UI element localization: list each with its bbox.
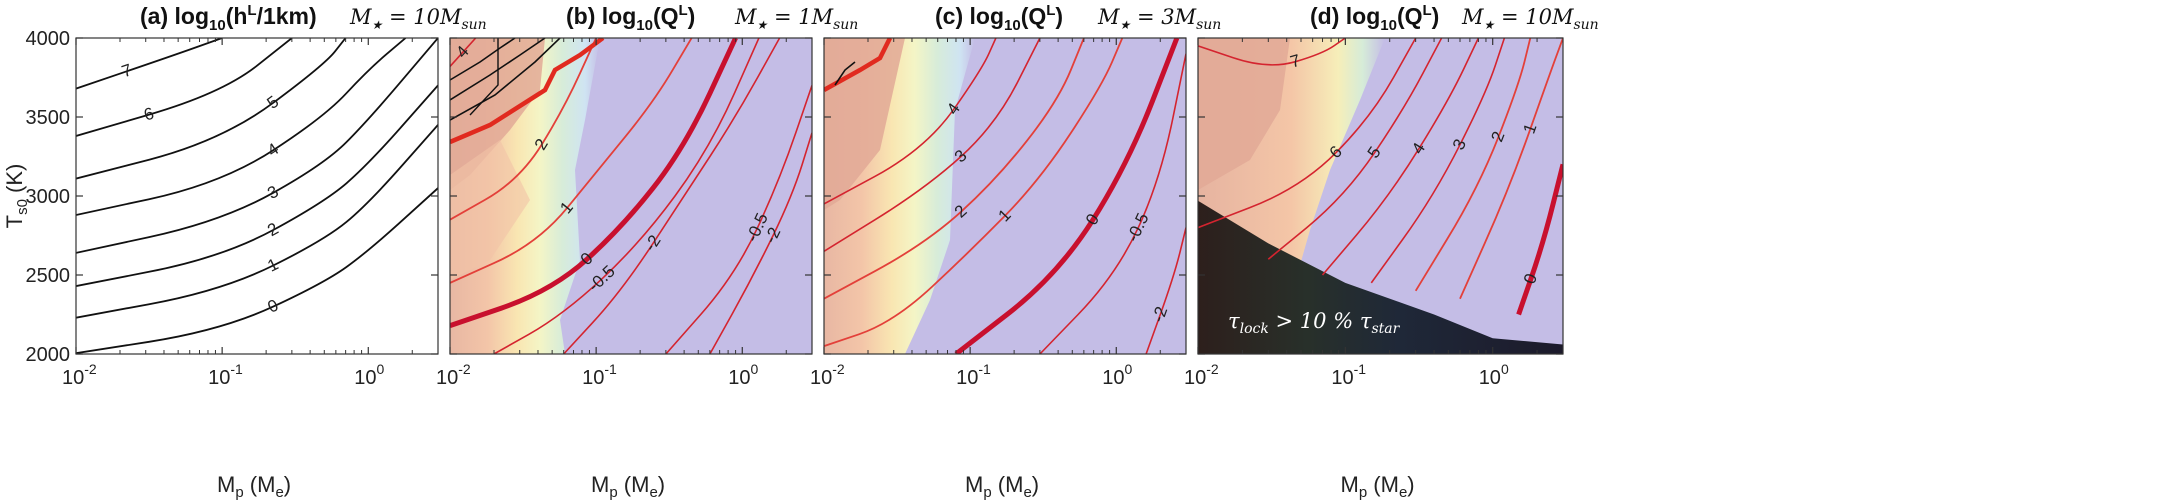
panel-b-black-contour-3 (450, 38, 561, 121)
panel-c-thick-red-boundary (824, 38, 893, 92)
panel-c-background (824, 38, 1186, 354)
contour-line-0 (954, 38, 1180, 354)
panel-b-black-contour-2 (450, 38, 546, 101)
panel-c-title: (c) log10(QL) (935, 2, 1063, 34)
panel-c-black-contour (834, 61, 856, 86)
panel-c-black-contours (824, 38, 893, 92)
contour-line-1 (1459, 38, 1563, 300)
x-axis-label: Mp (Me) (591, 472, 665, 500)
panel-b-thick-red-boundary (450, 38, 605, 145)
contour-line-0 (1516, 163, 1563, 316)
panel-d-background (1198, 38, 1563, 354)
x-tick-label: 10-1 (956, 361, 991, 389)
panel-b-title: (b) log10(QL) (566, 2, 695, 34)
y-axis-label: Ts0 (K) (2, 164, 31, 229)
x-tick-label: 10-2 (436, 361, 471, 389)
contour-line-7 (76, 38, 223, 90)
contour-line--2 (709, 132, 812, 354)
x-tick-label: 100 (1102, 361, 1132, 389)
panel-a-mass-note: M★ = 10Msun (349, 5, 487, 33)
contour-line-4 (1321, 38, 1480, 276)
contour-line-1 (824, 38, 1124, 347)
contour-line-6 (76, 38, 293, 137)
x-tick-label: 10-1 (208, 361, 243, 389)
y-tick-label: 3000 (26, 186, 71, 208)
contour-line-3 (1370, 38, 1506, 284)
x-tick-label: 10-1 (582, 361, 617, 389)
y-tick-label: 2500 (26, 265, 71, 287)
contour-line-5 (76, 38, 347, 180)
x-tick-label: 10-2 (810, 361, 845, 389)
panel-b-mass-note: M★ = 1Msun (734, 5, 858, 33)
panel-a-background (76, 38, 438, 354)
panel-d-annotation: τlock > 10 % τstar (1228, 309, 1401, 337)
x-axis-label: Mp (Me) (217, 472, 291, 500)
contour-line-3 (76, 38, 438, 254)
y-tick-label: 4000 (26, 28, 71, 50)
contour-line-1 (450, 38, 693, 284)
panel-b-salmon-region (450, 38, 545, 190)
panel-d-salmon-region (1198, 38, 1290, 190)
axis-ticks: 10-2 10-1 100 2000 2500 3000 3500 4000 10-2 10-1 1… (26, 28, 1564, 389)
contour-line--2 (1145, 227, 1186, 354)
contour-line-2 (76, 84, 438, 287)
contour-line-1 (76, 124, 438, 319)
contour-line-2 (450, 38, 597, 221)
panel-b-black-contour-4 (469, 38, 499, 116)
panel-b-background (450, 38, 812, 354)
x-tick-label: 100 (728, 361, 758, 389)
panel-d-mass-note: M★ = 10Msun (1461, 5, 1599, 33)
contour-label: -2 (1148, 304, 1171, 325)
y-tick-label: 2000 (26, 344, 71, 366)
x-axis-label: Mp (Me) (1341, 472, 1415, 500)
contour-line--0.5 (1039, 53, 1186, 354)
contour-line-4 (824, 38, 997, 205)
x-tick-label: 10-1 (1331, 361, 1366, 389)
contour-line--0.5 (665, 85, 812, 354)
contour-line-4 (76, 38, 407, 216)
contour-line-5 (1267, 38, 1443, 260)
contour-line-0 (450, 38, 738, 328)
contour-line-7 (1198, 38, 1346, 66)
contour-line-6 (1198, 38, 1417, 229)
x-axis-label: Mp (Me) (965, 472, 1039, 500)
panel-d-title: (d) log10(QL) (1310, 2, 1439, 34)
contour-line--2 (563, 38, 781, 354)
panel-a-title: (a) log10(hL/1km) (140, 2, 317, 34)
contour-line-3 (824, 38, 1041, 252)
contour-line-0 (76, 187, 438, 354)
panel-c-mass-note: M★ = 3Msun (1097, 5, 1221, 33)
x-tick-label: 10-2 (1184, 361, 1219, 389)
contour-line--0.5 (493, 38, 760, 354)
panel-b-black-contours (450, 38, 605, 145)
panel-b-black-contour-1 (450, 38, 516, 81)
panel-d-dark-region (1198, 200, 1563, 354)
x-tick-label: 10-2 (62, 361, 97, 389)
panel-b-peach-region (450, 140, 530, 280)
contour-label: -2 (761, 224, 785, 246)
x-tick-label: 100 (1479, 361, 1509, 389)
contour-line-2 (824, 38, 1085, 300)
x-tick-label: 100 (354, 361, 384, 389)
contour-line-2 (1414, 38, 1532, 292)
x-axis-labels: Mp (Me) Mp (Me) Mp (Me) Mp (Me) (217, 472, 1415, 500)
panel-a-plot-area (76, 38, 438, 354)
y-tick-label: 3500 (26, 107, 71, 129)
